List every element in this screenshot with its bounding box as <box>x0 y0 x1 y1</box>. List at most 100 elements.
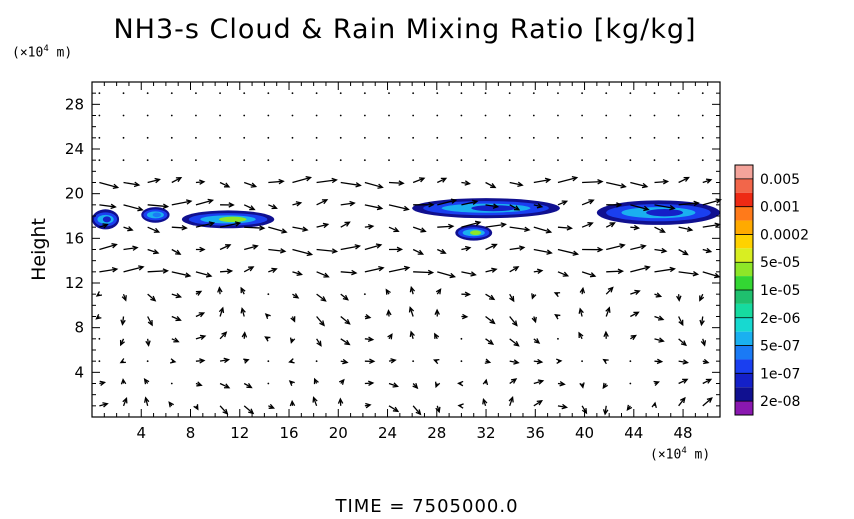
vector-dot <box>146 136 149 139</box>
wind-vector-head <box>651 401 657 409</box>
wind-vector-head <box>633 224 641 231</box>
wind-vector <box>316 293 326 302</box>
wind-vector-head <box>491 267 498 273</box>
vector-dot <box>436 92 439 95</box>
wind-vector-head <box>386 309 392 316</box>
wind-vector-head <box>185 199 193 205</box>
wind-vector-head <box>367 336 375 342</box>
wind-vector-head <box>392 382 399 388</box>
wind-vector <box>581 199 594 206</box>
colorbar-label: 2e-08 <box>760 394 800 410</box>
wind-vector-head <box>461 313 469 320</box>
wind-vector-head <box>536 203 544 209</box>
wind-vector-head <box>150 295 157 302</box>
wind-vector-head <box>111 267 119 273</box>
cloud-region-core <box>102 216 111 223</box>
wind-vector-head <box>553 292 561 298</box>
vector-dot <box>557 114 559 117</box>
vector-dot <box>460 92 463 95</box>
wind-vector-head <box>147 320 153 327</box>
wind-vector-head <box>322 222 330 229</box>
wind-vector-head <box>337 397 344 404</box>
vector-dot <box>170 136 173 139</box>
wind-vector-head <box>597 179 604 185</box>
wind-vector-head <box>342 358 349 365</box>
wind-vector <box>605 222 615 228</box>
wind-vector-head <box>656 358 664 365</box>
wind-vector-head <box>655 292 663 298</box>
vector-dot <box>701 136 704 139</box>
wind-vector <box>678 360 688 364</box>
wind-vector-head <box>491 243 498 249</box>
vector-dot <box>532 114 535 117</box>
wind-vector-head <box>487 339 495 345</box>
x-axis: 4 8 12 16 20 24 28 32 36 40 44 48 <box>103 82 709 442</box>
wind-vector-head <box>561 200 569 206</box>
wind-vector-head <box>217 286 223 293</box>
wind-vector-head <box>184 272 192 278</box>
vector-dot <box>412 159 415 162</box>
vector-dot <box>219 136 221 139</box>
vector-dot <box>653 92 656 95</box>
x-tick-label: 32 <box>476 424 495 442</box>
wind-vector <box>485 268 497 273</box>
wind-vector <box>388 382 398 388</box>
wind-vector <box>557 248 578 255</box>
wind-vector-head <box>409 330 415 337</box>
wind-vector <box>485 243 497 251</box>
wind-vector-head <box>295 201 303 207</box>
wind-vector-head <box>143 378 150 385</box>
wind-vector <box>702 397 713 407</box>
wind-vector <box>509 316 518 326</box>
wind-vector <box>292 176 311 184</box>
vector-dot <box>605 159 608 162</box>
wind-vector <box>533 178 550 184</box>
cloud-region-core <box>152 212 162 218</box>
wind-vector <box>509 338 519 347</box>
wind-vector <box>702 271 720 278</box>
wind-vector <box>654 338 664 342</box>
wind-vector-head <box>517 181 524 187</box>
wind-vector-head <box>534 338 541 344</box>
colorbar-label: 5e-07 <box>760 339 800 355</box>
colorbar: 0.005 0.001 0.0002 5e-05 1e-05 2e-06 5e-07 1e-0… <box>734 164 809 416</box>
vector-dot <box>557 136 559 139</box>
wind-vector <box>243 405 254 414</box>
wind-vector-head <box>331 248 339 254</box>
vector-dot <box>557 159 559 162</box>
vector-dot <box>388 136 390 139</box>
wind-vector <box>678 378 688 385</box>
wind-vector-head <box>448 223 455 230</box>
vector-dot <box>581 136 583 139</box>
vector-dot <box>146 92 149 95</box>
wind-vector <box>485 338 494 345</box>
wind-vector-head <box>500 222 507 228</box>
wind-vector-head <box>364 313 372 320</box>
wind-vector-head <box>175 249 182 255</box>
wind-vector-head <box>293 293 300 299</box>
wind-vector-head <box>403 265 411 272</box>
wind-vector <box>413 271 433 274</box>
wind-vector-head <box>241 331 248 338</box>
wind-vector-head <box>152 249 160 255</box>
wind-vector-head <box>378 265 385 272</box>
wind-vector <box>388 405 399 412</box>
wind-vector-head <box>110 203 117 210</box>
wind-vector-head <box>457 403 464 409</box>
wind-vector <box>678 397 686 407</box>
wind-vector-head <box>661 247 668 254</box>
cloud-field <box>92 198 721 241</box>
wind-vector <box>388 226 399 232</box>
wind-vector <box>437 271 455 278</box>
wind-vector <box>195 271 212 277</box>
vector-dot <box>315 136 318 139</box>
wind-vector-head <box>634 289 641 295</box>
vector-dot <box>315 159 318 162</box>
wind-vector <box>630 266 650 273</box>
vector-dot <box>532 92 535 95</box>
wind-vector-head <box>653 380 660 387</box>
wind-vector-head <box>482 398 488 405</box>
wind-vector-head <box>168 401 174 408</box>
vector-dot <box>146 159 149 162</box>
wind-vector-head <box>349 200 356 207</box>
